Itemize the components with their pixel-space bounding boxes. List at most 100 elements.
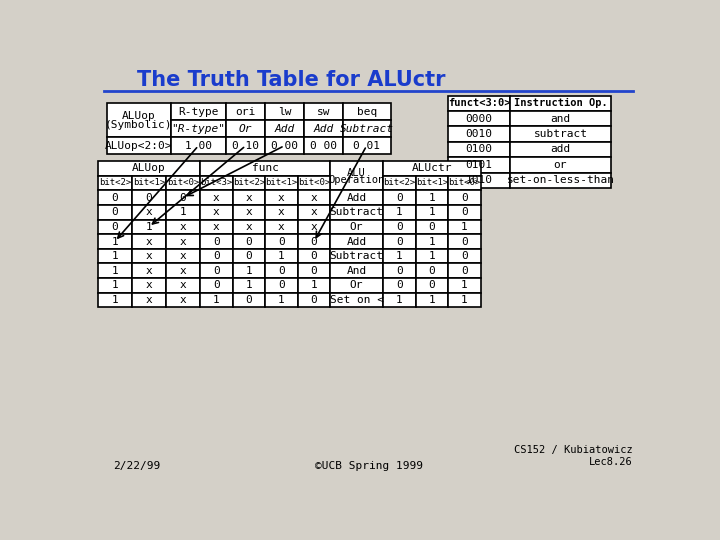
Text: 0: 0 (461, 266, 468, 276)
Text: 0000: 0000 (466, 114, 492, 124)
Text: 0: 0 (396, 222, 402, 232)
FancyBboxPatch shape (233, 176, 265, 190)
FancyBboxPatch shape (304, 137, 343, 154)
Text: and: and (550, 114, 570, 124)
FancyBboxPatch shape (233, 234, 265, 249)
Text: 1: 1 (112, 237, 118, 247)
FancyBboxPatch shape (132, 293, 166, 307)
Text: x: x (145, 251, 152, 261)
Text: Subtract: Subtract (330, 251, 384, 261)
Text: bit<0>: bit<0> (448, 179, 480, 187)
Text: x: x (179, 237, 186, 247)
FancyBboxPatch shape (98, 190, 132, 205)
Text: 0: 0 (428, 222, 435, 232)
FancyBboxPatch shape (166, 220, 200, 234)
Text: (Symbolic): (Symbolic) (105, 120, 173, 130)
Text: 2/22/99: 2/22/99 (113, 461, 161, 471)
Text: 1: 1 (396, 207, 402, 217)
FancyBboxPatch shape (265, 205, 297, 220)
Text: 1: 1 (278, 251, 285, 261)
Text: x: x (213, 193, 220, 202)
Text: 1: 1 (112, 266, 118, 276)
Text: 0 00: 0 00 (271, 140, 298, 151)
Text: beq: beq (356, 107, 377, 117)
Text: funct<3:0>: funct<3:0> (448, 98, 510, 109)
Text: x: x (310, 193, 318, 202)
Text: And: And (346, 266, 366, 276)
Text: x: x (179, 280, 186, 291)
Text: 1: 1 (310, 280, 318, 291)
FancyBboxPatch shape (132, 220, 166, 234)
Text: bit<3>: bit<3> (200, 179, 233, 187)
FancyBboxPatch shape (383, 278, 415, 293)
FancyBboxPatch shape (132, 205, 166, 220)
FancyBboxPatch shape (383, 293, 415, 307)
Text: 0: 0 (112, 193, 118, 202)
FancyBboxPatch shape (448, 205, 481, 220)
FancyBboxPatch shape (330, 190, 383, 205)
FancyBboxPatch shape (343, 137, 391, 154)
Text: Or: Or (350, 280, 364, 291)
Text: x: x (145, 237, 152, 247)
FancyBboxPatch shape (233, 220, 265, 234)
FancyBboxPatch shape (510, 111, 611, 126)
Text: 1: 1 (396, 295, 402, 305)
FancyBboxPatch shape (383, 220, 415, 234)
FancyBboxPatch shape (510, 142, 611, 157)
Text: 1010: 1010 (466, 176, 492, 185)
FancyBboxPatch shape (98, 293, 132, 307)
Text: bit<0>: bit<0> (298, 179, 330, 187)
Text: 1: 1 (461, 295, 468, 305)
FancyBboxPatch shape (448, 157, 510, 173)
FancyBboxPatch shape (200, 264, 233, 278)
FancyBboxPatch shape (265, 120, 304, 137)
Text: Set on <: Set on < (330, 295, 384, 305)
Text: 0: 0 (278, 237, 285, 247)
Text: 1: 1 (461, 222, 468, 232)
FancyBboxPatch shape (448, 234, 481, 249)
FancyBboxPatch shape (448, 96, 510, 111)
FancyBboxPatch shape (297, 190, 330, 205)
FancyBboxPatch shape (200, 234, 233, 249)
FancyBboxPatch shape (415, 205, 448, 220)
Text: sw: sw (317, 107, 330, 117)
FancyBboxPatch shape (383, 234, 415, 249)
Text: ©UCB Spring 1999: ©UCB Spring 1999 (315, 461, 423, 471)
FancyBboxPatch shape (343, 120, 391, 137)
FancyBboxPatch shape (415, 278, 448, 293)
Text: 0: 0 (396, 237, 402, 247)
FancyBboxPatch shape (510, 96, 611, 111)
FancyBboxPatch shape (448, 220, 481, 234)
Text: 0: 0 (396, 280, 402, 291)
Text: add: add (550, 145, 570, 154)
FancyBboxPatch shape (330, 205, 383, 220)
Text: Operation: Operation (328, 174, 384, 185)
Text: x: x (179, 251, 186, 261)
Text: 0: 0 (246, 251, 252, 261)
Text: x: x (145, 280, 152, 291)
FancyBboxPatch shape (226, 103, 265, 120)
Text: 0: 0 (461, 251, 468, 261)
Text: 0: 0 (428, 266, 435, 276)
Text: x: x (145, 295, 152, 305)
FancyBboxPatch shape (233, 264, 265, 278)
FancyBboxPatch shape (383, 205, 415, 220)
Text: "R-type": "R-type" (171, 124, 225, 134)
Text: 0: 0 (461, 193, 468, 202)
FancyBboxPatch shape (448, 176, 481, 190)
Text: Subtract: Subtract (340, 124, 394, 134)
Text: x: x (145, 266, 152, 276)
Text: Or: Or (350, 222, 364, 232)
FancyBboxPatch shape (98, 249, 132, 264)
FancyBboxPatch shape (330, 220, 383, 234)
Text: x: x (179, 222, 186, 232)
Text: x: x (278, 222, 285, 232)
FancyBboxPatch shape (132, 190, 166, 205)
FancyBboxPatch shape (343, 103, 391, 120)
FancyBboxPatch shape (415, 176, 448, 190)
Text: 0: 0 (278, 280, 285, 291)
FancyBboxPatch shape (98, 234, 132, 249)
Text: bit<1>: bit<1> (265, 179, 297, 187)
Text: 1: 1 (278, 295, 285, 305)
FancyBboxPatch shape (200, 176, 233, 190)
